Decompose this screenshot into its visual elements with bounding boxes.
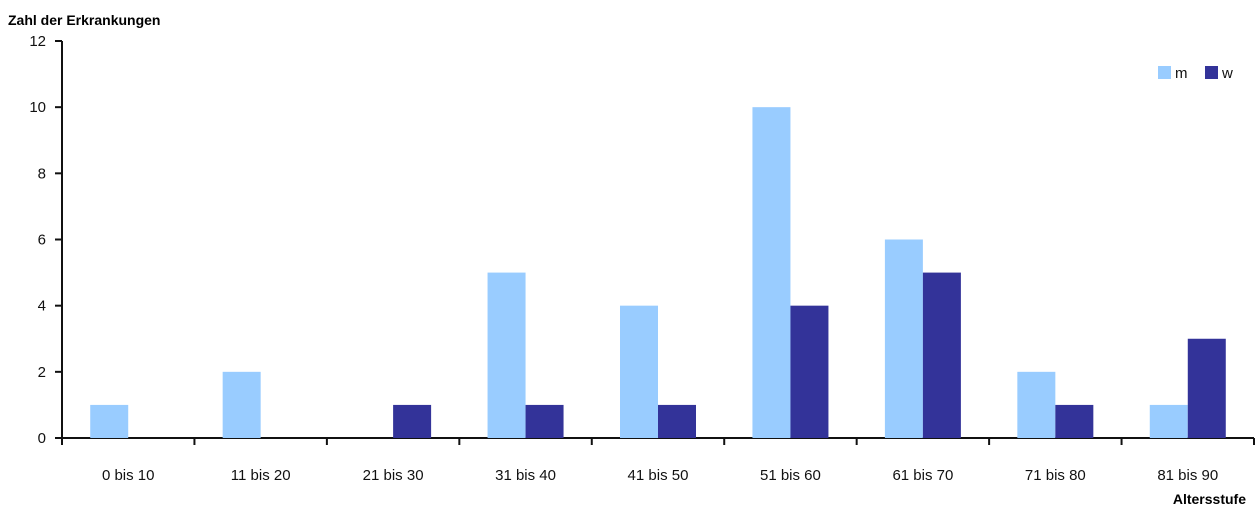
bar-m-6 <box>884 239 923 438</box>
bar-m-5 <box>752 107 791 439</box>
y-tick-label: 0 <box>38 430 46 447</box>
bar-w-8 <box>1187 338 1226 438</box>
x-tick-label: 21 bis 30 <box>363 467 424 484</box>
bars <box>90 107 1226 439</box>
x-tick-label: 81 bis 90 <box>1157 467 1218 484</box>
x-tick-label: 0 bis 10 <box>102 467 155 484</box>
x-tick-label: 31 bis 40 <box>495 467 556 484</box>
bar-w-5 <box>790 305 829 438</box>
bar-m-3 <box>487 272 526 438</box>
bar-m-4 <box>620 305 658 438</box>
y-tick-label: 12 <box>29 33 46 50</box>
x-tick-label: 51 bis 60 <box>760 467 821 484</box>
y-tick-label: 8 <box>38 165 46 182</box>
bar-m-8 <box>1149 404 1188 438</box>
x-tick-label: 71 bis 80 <box>1025 467 1086 484</box>
legend-swatch-w <box>1205 66 1218 79</box>
y-tick-label: 6 <box>38 232 46 249</box>
bar-m-1 <box>222 371 261 438</box>
x-tick-label: 11 bis 20 <box>231 467 291 484</box>
bar-w-4 <box>658 404 696 438</box>
bar-w-3 <box>525 404 564 438</box>
bar-w-6 <box>922 272 961 438</box>
legend-swatch-m <box>1158 66 1171 79</box>
y-tick-label: 10 <box>29 99 46 116</box>
bar-w-7 <box>1055 404 1094 438</box>
bar-m-7 <box>1017 371 1056 438</box>
y-axis-title: Zahl der Erkrankungen <box>8 12 160 28</box>
legend-label-m: m <box>1175 65 1188 82</box>
bar-w-2 <box>393 404 432 438</box>
x-tick-label: 41 bis 50 <box>628 467 689 484</box>
x-axis-title: Altersstufe <box>1173 491 1246 507</box>
bar-m-0 <box>90 404 129 438</box>
y-tick-label: 4 <box>38 298 46 315</box>
y-tick-label: 2 <box>38 364 46 381</box>
x-tick-label: 61 bis 70 <box>892 467 953 484</box>
legend-label-w: w <box>1221 65 1233 82</box>
